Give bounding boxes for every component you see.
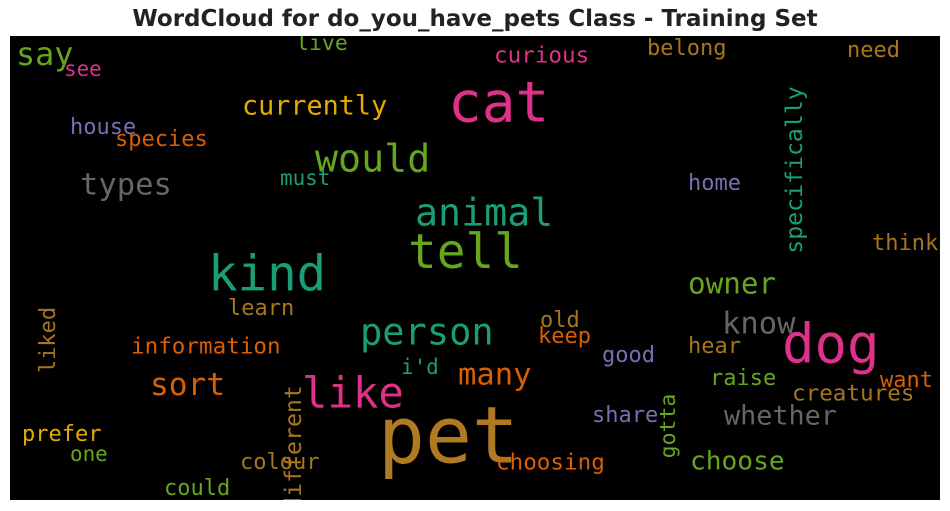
word-choosing: choosing <box>496 450 605 476</box>
word-want: want <box>880 368 933 393</box>
word-curious: curious <box>494 43 589 69</box>
word-prefer: prefer <box>22 422 101 447</box>
word-home: home <box>688 171 741 196</box>
word-could: could <box>164 476 230 500</box>
word-dog: dog <box>782 313 880 376</box>
word-need: need <box>847 38 900 63</box>
word-old: old <box>540 308 580 333</box>
word-information: information <box>131 334 281 360</box>
wordcloud-background <box>10 36 940 500</box>
word-belong: belong <box>647 36 726 61</box>
word-live: live <box>296 36 348 56</box>
word-think: think <box>872 231 938 256</box>
word-choose: choose <box>690 447 785 477</box>
word-types: types <box>80 168 172 203</box>
word-colour: colour <box>240 450 319 475</box>
word-like: like <box>302 369 404 418</box>
word-liked: liked <box>36 307 61 373</box>
word-keep: keep <box>538 324 591 349</box>
chart-title: WordCloud for do_you_have_pets Class - T… <box>132 6 818 32</box>
word-kind: kind <box>208 245 326 303</box>
word-say: say <box>16 36 73 73</box>
word-would: would <box>315 137 430 182</box>
word-pet: pet <box>378 391 519 481</box>
word-creatures: creatures <box>792 381 914 407</box>
word-gotta: gotta <box>656 394 681 459</box>
word-id: i'd <box>401 355 439 379</box>
wordcloud-canvas: pet cat dog kind tell like would animal person sa… <box>10 36 940 500</box>
word-many: many <box>458 358 531 393</box>
word-see: see <box>64 57 102 81</box>
word-must: must <box>280 166 330 190</box>
word-know: know <box>722 307 796 342</box>
word-share: share <box>592 403 658 428</box>
word-learn: learn <box>228 296 294 321</box>
word-sort: sort <box>150 367 225 403</box>
word-different: different <box>280 385 307 500</box>
word-raise: raise <box>710 366 776 391</box>
word-house: house <box>70 115 136 140</box>
word-currently: currently <box>242 91 387 122</box>
word-specifically: specifically <box>781 86 808 254</box>
word-tell: tell <box>408 225 523 280</box>
word-one: one <box>70 442 108 466</box>
word-hear: hear <box>688 334 741 359</box>
words-layer: pet cat dog kind tell like would animal person sa… <box>16 36 938 500</box>
word-good: good <box>602 343 655 368</box>
word-whether: whether <box>724 401 837 432</box>
word-person: person <box>360 311 494 354</box>
word-cat: cat <box>448 71 549 136</box>
word-owner: owner <box>688 267 776 301</box>
word-animal: animal <box>415 191 553 236</box>
word-species: species <box>115 127 208 152</box>
